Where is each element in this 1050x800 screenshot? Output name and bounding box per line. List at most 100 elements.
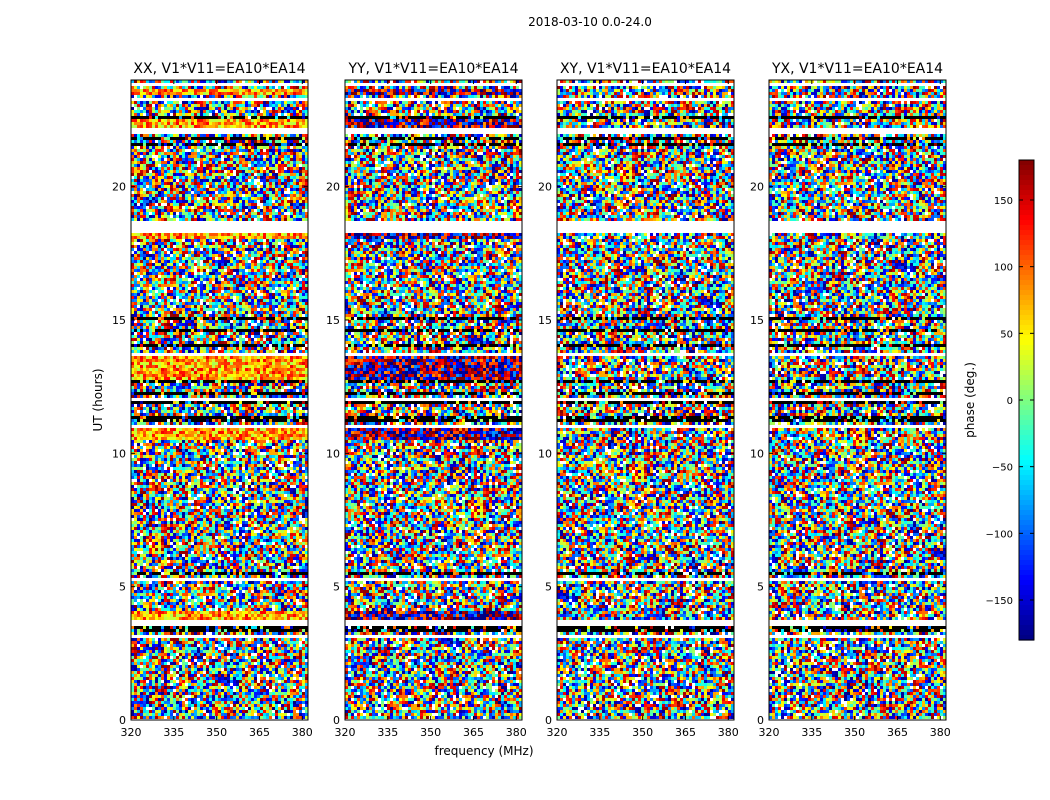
colorbar-segment <box>1019 180 1034 186</box>
colorbar-segment <box>1019 240 1034 246</box>
colorbar-segment <box>1019 170 1034 176</box>
y-tick-label: 10 <box>750 447 764 460</box>
y-tick-label: 20 <box>538 181 552 194</box>
x-tick-label: 320 <box>335 726 356 739</box>
colorbar-segment <box>1019 275 1034 281</box>
y-tick-label: 15 <box>112 314 126 327</box>
colorbar-segment <box>1019 400 1034 406</box>
colorbar-segment <box>1019 565 1034 571</box>
colorbar-segment <box>1019 290 1034 296</box>
colorbar-segment <box>1019 325 1034 331</box>
colorbar-segment <box>1019 265 1034 271</box>
colorbar-segment <box>1019 555 1034 561</box>
colorbar-segment <box>1019 380 1034 386</box>
colorbar-tick-label: 50 <box>1000 329 1013 340</box>
colorbar-segment <box>1019 405 1034 411</box>
colorbar-segment <box>1019 455 1034 461</box>
colorbar-segment <box>1019 205 1034 211</box>
colorbar-segment <box>1019 355 1034 361</box>
colorbar-segment <box>1019 305 1034 311</box>
x-tick-label: 350 <box>206 726 227 739</box>
colorbar-segment <box>1019 440 1034 446</box>
y-tick-label: 0 <box>545 714 552 727</box>
colorbar-segment <box>1019 475 1034 481</box>
colorbar-segment <box>1019 175 1034 181</box>
panel-title: YX, V1*V11=EA10*EA14 <box>771 61 943 77</box>
colorbar-segment <box>1019 630 1034 636</box>
colorbar-segment <box>1019 330 1034 336</box>
colorbar-segment <box>1019 605 1034 611</box>
colorbar-segment <box>1019 445 1034 451</box>
colorbar-segment <box>1019 415 1034 421</box>
colorbar-segment <box>1019 585 1034 591</box>
x-tick-label: 335 <box>589 726 610 739</box>
y-tick-label: 15 <box>750 314 764 327</box>
colorbar-segment <box>1019 230 1034 236</box>
colorbar-segment <box>1019 520 1034 526</box>
colorbar-tick-label: 0 <box>1007 396 1013 407</box>
x-tick-label: 350 <box>844 726 865 739</box>
colorbar-segment <box>1019 460 1034 466</box>
colorbar-segment <box>1019 570 1034 576</box>
colorbar-tick-label: −100 <box>986 529 1013 540</box>
colorbar-segment <box>1019 250 1034 256</box>
y-tick-label: 15 <box>326 314 340 327</box>
colorbar-segment <box>1019 320 1034 326</box>
y-tick-label: 0 <box>333 714 340 727</box>
colorbar-segment <box>1019 310 1034 316</box>
colorbar-segment <box>1019 495 1034 501</box>
colorbar-segment <box>1019 350 1034 356</box>
x-tick-label: 335 <box>801 726 822 739</box>
y-tick-label: 20 <box>750 181 764 194</box>
y-tick-label: 10 <box>112 447 126 460</box>
colorbar-segment <box>1019 435 1034 441</box>
y-tick-label: 5 <box>757 581 764 594</box>
x-tick-label: 320 <box>759 726 780 739</box>
colorbar-tick-label: −50 <box>992 463 1013 474</box>
colorbar-segment <box>1019 390 1034 396</box>
colorbar-segment <box>1019 225 1034 231</box>
x-tick-label: 320 <box>547 726 568 739</box>
colorbar-segment <box>1019 525 1034 531</box>
colorbar-segment <box>1019 210 1034 216</box>
y-tick-label: 5 <box>333 581 340 594</box>
colorbar-segment <box>1019 365 1034 371</box>
colorbar-segment <box>1019 480 1034 486</box>
x-tick-label: 380 <box>718 726 739 739</box>
colorbar-segment <box>1019 345 1034 351</box>
colorbar-segment <box>1019 425 1034 431</box>
colorbar-segment <box>1019 220 1034 226</box>
colorbar-segment <box>1019 410 1034 416</box>
colorbar-segment <box>1019 515 1034 521</box>
colorbar-label: phase (deg.) <box>963 362 977 438</box>
colorbar-segment <box>1019 490 1034 496</box>
x-axis-label: frequency (MHz) <box>434 744 533 758</box>
colorbar-segment <box>1019 370 1034 376</box>
panels-group: XX, V1*V11=EA10*EA14 320 335 350 365 380 0 5 10 1… <box>112 61 951 739</box>
colorbar-segment <box>1019 375 1034 381</box>
colorbar-segment <box>1019 190 1034 196</box>
x-tick-label: 365 <box>249 726 270 739</box>
colorbar-segment <box>1019 530 1034 536</box>
panel-title: XX, V1*V11=EA10*EA14 <box>133 61 305 77</box>
colorbar-segment <box>1019 285 1034 291</box>
y-tick-label: 10 <box>538 447 552 460</box>
colorbar-tick-label: −150 <box>986 596 1013 607</box>
colorbar-segment <box>1019 255 1034 261</box>
x-tick-label: 320 <box>121 726 142 739</box>
x-tick-label: 380 <box>930 726 951 739</box>
colorbar-segment <box>1019 295 1034 301</box>
colorbar-segment <box>1019 600 1034 606</box>
colorbar-segment <box>1019 385 1034 391</box>
colorbar-segment <box>1019 485 1034 491</box>
colorbar-segment <box>1019 510 1034 516</box>
y-tick-label: 20 <box>326 181 340 194</box>
colorbar-segment <box>1019 215 1034 221</box>
colorbar-segment <box>1019 540 1034 546</box>
colorbar-segment <box>1019 575 1034 581</box>
y-tick-label: 0 <box>757 714 764 727</box>
